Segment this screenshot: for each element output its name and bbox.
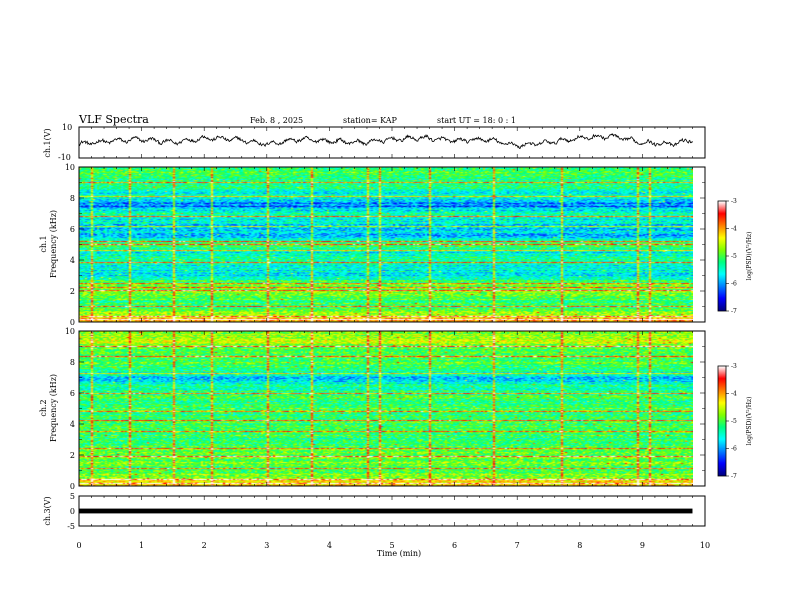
ch1-colorbar-gradient <box>718 201 726 311</box>
ch2-spectrogram-image <box>79 331 693 486</box>
ch3-ytick-label: 5 <box>70 492 75 501</box>
ch2-colorbar-tick-label: -6 <box>731 446 737 453</box>
ch1-colorbar-tick-label: -5 <box>731 253 737 260</box>
ch1-spectrogram-ytick-label: 6 <box>70 225 75 234</box>
ch3-ytick-label: -5 <box>67 522 75 531</box>
ch1-colorbar-tick-label: -3 <box>731 198 737 205</box>
ch1-colorbar-tick-label: -7 <box>731 308 737 315</box>
ch1-spectrogram-ytick-label: 8 <box>70 194 75 203</box>
time-axis-tick-label: 9 <box>640 541 645 550</box>
ch1-ytick-top: 10 <box>62 123 72 132</box>
ch1-waveform-panel: 10 -10 ch.1(V) <box>43 123 706 162</box>
ch2-spectrogram-ylabel-freq: Frequency (kHz) <box>49 374 58 442</box>
ch2-colorbar-label: log(PSD)(V²/Hz) <box>746 397 753 446</box>
figure-title: VLF Spectra <box>78 113 149 126</box>
ch2-spectrogram-ytick-label: 4 <box>70 420 75 429</box>
ch3-waveform-band <box>79 508 693 514</box>
ch1-spectrogram-ytick-label: 2 <box>70 287 75 296</box>
ch3-ytick-label: 0 <box>70 507 75 516</box>
ch2-colorbar-ticks: -3 -4 -5 -6 -7 <box>726 363 737 480</box>
ch1-spectrogram-image <box>79 167 693 322</box>
ch2-spectrogram-ticks: 0 2 4 6 8 10 <box>65 327 706 491</box>
ch1-spectrogram-ytick-label: 10 <box>65 163 75 172</box>
ch1-colorbar-tick-label: -6 <box>731 281 737 288</box>
ch2-spectrogram-ytick-label: 2 <box>70 451 75 460</box>
time-axis-tick-label: 2 <box>202 541 207 550</box>
ch1-colorbar-ticks: -3 -4 -5 -6 -7 <box>726 198 737 315</box>
time-axis-tick-label: 8 <box>577 541 582 550</box>
ch1-spectrogram-ticks: 0 2 4 6 8 10 <box>65 163 706 327</box>
ch1-colorbar-tick-label: -4 <box>731 226 737 233</box>
ch1-waveform-trace <box>78 133 693 150</box>
date-label: Feb. 8 , 2025 <box>250 116 303 125</box>
ch2-spectrogram-ytick-label: 0 <box>70 482 75 491</box>
station-label: station= KAP <box>343 116 398 125</box>
time-axis-tick-label: 7 <box>515 541 520 550</box>
ch2-spectrogram-ylabel: ch.2 <box>39 399 48 416</box>
ch1-colorbar-label: log(PSD)(V²/Hz) <box>746 232 753 281</box>
ch1-waveform-ylabel: ch.1(V) <box>43 128 52 157</box>
ch2-colorbar-gradient <box>718 366 726 476</box>
ch3-waveform-ticks: 5 0 -5 0 1 2 3 4 5 6 7 8 9 10 <box>67 492 710 550</box>
ch1-spectrogram-ylabel: ch.1 <box>39 235 48 252</box>
time-axis-tick-label: 1 <box>139 541 144 550</box>
time-axis-tick-label: 0 <box>76 541 81 550</box>
ch2-spectrogram-ytick-label: 10 <box>65 327 75 336</box>
ch1-waveform-ticks <box>78 127 706 158</box>
ch2-colorbar-tick-label: -5 <box>731 418 737 425</box>
ch1-spectrogram-ytick-label: 4 <box>70 256 75 265</box>
ch2-colorbar-tick-label: -3 <box>731 363 737 370</box>
ch2-spectrogram-ytick-label: 6 <box>70 389 75 398</box>
time-axis-tick-label: 3 <box>264 541 269 550</box>
time-axis-tick-label: 4 <box>327 541 332 550</box>
time-axis-tick-label: 6 <box>452 541 457 550</box>
ch2-spectrogram-ytick-label: 8 <box>70 358 75 367</box>
start-time-label: start UT = 18: 0 : 1 <box>437 116 516 125</box>
time-axis-tick-label: 5 <box>389 541 394 550</box>
ch2-colorbar-tick-label: -7 <box>731 473 737 480</box>
ch2-colorbar-tick-label: -4 <box>731 391 737 398</box>
ch3-waveform-ylabel: ch.3(V) <box>43 496 52 525</box>
ch3-waveform-panel: 5 0 -5 0 1 2 3 4 5 6 7 8 9 10 ch.3(V) Time (min) <box>43 492 710 558</box>
time-axis-tick-label: 10 <box>700 541 710 550</box>
time-axis-label: Time (min) <box>377 549 421 558</box>
ch1-ytick-bottom: -10 <box>58 153 71 162</box>
ch1-spectrogram-ylabel-freq: Frequency (kHz) <box>49 210 58 278</box>
ch1-spectrogram-ytick-label: 0 <box>70 318 75 327</box>
